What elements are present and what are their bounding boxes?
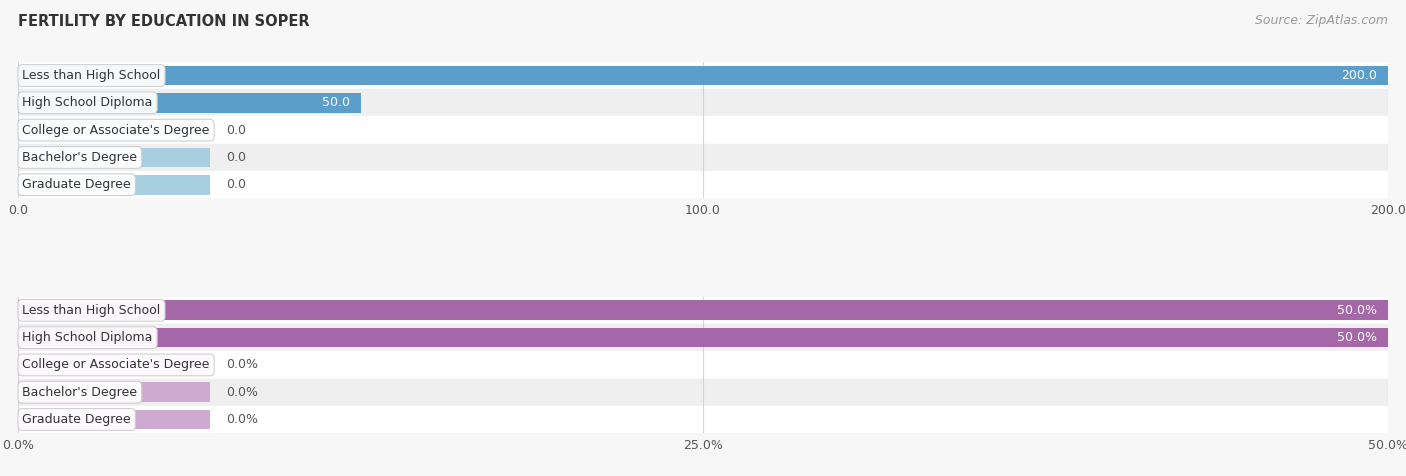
Text: 50.0%: 50.0% — [1337, 331, 1376, 344]
Bar — [18, 62, 1388, 89]
Text: Less than High School: Less than High School — [22, 304, 160, 317]
Text: High School Diploma: High School Diploma — [22, 96, 153, 109]
Bar — [18, 93, 360, 113]
Bar — [18, 328, 1388, 347]
Text: College or Associate's Degree: College or Associate's Degree — [22, 124, 209, 137]
Bar — [18, 144, 1388, 171]
Bar — [18, 351, 1388, 378]
Text: Source: ZipAtlas.com: Source: ZipAtlas.com — [1254, 14, 1388, 27]
Bar — [18, 328, 1388, 347]
Bar — [18, 355, 209, 375]
Text: 50.0%: 50.0% — [1337, 304, 1376, 317]
Bar — [18, 120, 209, 140]
Bar — [18, 171, 1388, 198]
Bar — [18, 300, 1388, 320]
Text: 0.0: 0.0 — [226, 124, 246, 137]
Bar — [18, 406, 1388, 433]
Bar — [18, 93, 360, 113]
Text: 0.0: 0.0 — [226, 178, 246, 191]
Bar — [18, 324, 1388, 351]
Bar — [18, 175, 209, 195]
Text: Bachelor's Degree: Bachelor's Degree — [22, 386, 138, 399]
Bar — [18, 297, 1388, 324]
Bar — [18, 117, 1388, 144]
Text: Bachelor's Degree: Bachelor's Degree — [22, 151, 138, 164]
Text: Less than High School: Less than High School — [22, 69, 160, 82]
Bar — [18, 378, 1388, 406]
Text: High School Diploma: High School Diploma — [22, 331, 153, 344]
Text: FERTILITY BY EDUCATION IN SOPER: FERTILITY BY EDUCATION IN SOPER — [18, 14, 309, 30]
Text: 200.0: 200.0 — [1341, 69, 1376, 82]
Text: 0.0%: 0.0% — [226, 358, 259, 371]
Text: Graduate Degree: Graduate Degree — [22, 178, 131, 191]
Text: 50.0: 50.0 — [322, 96, 350, 109]
Bar — [18, 89, 1388, 117]
Bar — [18, 300, 1388, 320]
Text: Graduate Degree: Graduate Degree — [22, 413, 131, 426]
Bar — [18, 66, 1388, 85]
Text: 0.0%: 0.0% — [226, 386, 259, 399]
Bar — [18, 382, 209, 402]
Bar — [18, 66, 1388, 85]
Text: 0.0: 0.0 — [226, 151, 246, 164]
Bar — [18, 148, 209, 167]
Bar — [18, 410, 209, 429]
Text: College or Associate's Degree: College or Associate's Degree — [22, 358, 209, 371]
Text: 0.0%: 0.0% — [226, 413, 259, 426]
